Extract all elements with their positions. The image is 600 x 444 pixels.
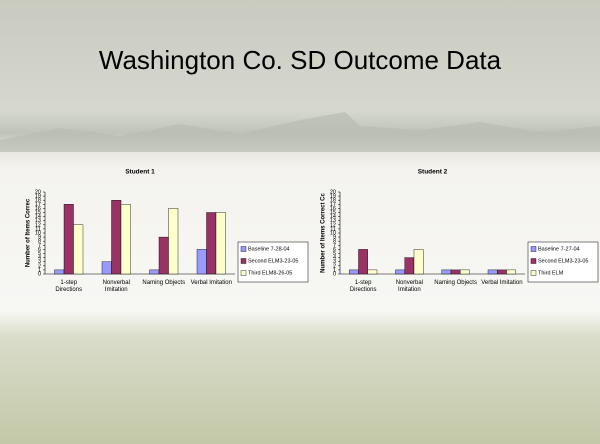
y-tick-label: 0: [38, 271, 41, 277]
y-tick-label: 14: [330, 214, 336, 220]
legend-label: Third ELM: [538, 270, 564, 276]
x-tick-label: Verbal Imitation: [481, 280, 523, 286]
y-tick-label: 9: [333, 235, 336, 241]
chart-title: Student 1: [125, 169, 155, 176]
bar: [460, 269, 470, 275]
y-tick-label: 3: [38, 259, 41, 265]
y-tick-label: 19: [330, 194, 336, 200]
legend-label: Second ELM3-23-05: [248, 258, 298, 264]
legend-box: [237, 241, 309, 283]
bar: [487, 269, 498, 275]
bar: [349, 269, 359, 275]
y-tick-label: 2: [38, 263, 41, 269]
bar: [441, 269, 452, 275]
x-tick-label: 1-step Directions: [55, 280, 83, 293]
y-tick-label: 16: [35, 206, 41, 212]
legend-swatch: [240, 270, 247, 276]
y-tick-label: 9: [38, 235, 41, 241]
y-tick-label: 7: [333, 243, 336, 249]
chart-title: Student 2: [418, 169, 448, 176]
y-tick-label: 1: [38, 267, 41, 273]
y-tick-label: 10: [330, 230, 336, 236]
bar: [111, 199, 122, 275]
y-tick-label: 15: [35, 210, 41, 216]
y-tick-label: 4: [333, 255, 336, 261]
bar: [54, 269, 65, 275]
slide-title: Washington Co. SD Outcome Data: [99, 45, 502, 75]
y-tick-label: 20: [330, 189, 336, 195]
y-tick-label: 12: [35, 222, 41, 228]
y-tick-label: 17: [330, 202, 336, 208]
y-tick-label: 20: [35, 189, 41, 195]
x-tick-label: 1-step Directions: [349, 280, 377, 293]
y-tick-label: 0: [333, 271, 336, 277]
legend-swatch: [530, 270, 537, 276]
x-tick-label: Verbal Imitation: [190, 280, 232, 286]
y-tick-label: 5: [38, 251, 41, 257]
legend-label: Baseline 7-28-04: [248, 246, 290, 252]
y-tick-label: 16: [330, 206, 336, 212]
y-tick-label: 6: [333, 247, 336, 253]
y-tick-label: 8: [333, 239, 336, 245]
bar: [358, 249, 368, 275]
bar: [413, 249, 424, 275]
y-tick-label: 8: [38, 239, 41, 245]
bar: [497, 269, 507, 275]
bar: [506, 269, 516, 275]
y-tick-label: 11: [35, 226, 41, 232]
y-tick-label: 11: [330, 226, 336, 232]
y-tick-label: 6: [38, 247, 41, 253]
legend-swatch: [240, 246, 247, 252]
bar: [404, 257, 415, 275]
bar: [73, 224, 84, 275]
y-tick-label: 14: [35, 214, 41, 220]
bar: [149, 269, 160, 275]
bar: [168, 208, 179, 275]
bar: [395, 269, 405, 275]
legend-swatch: [240, 258, 247, 264]
bar: [158, 236, 169, 275]
y-tick-label: 2: [333, 263, 336, 269]
y-axis-label: Number of Items Correc: [26, 198, 32, 267]
bar: [450, 269, 461, 275]
y-tick-label: 13: [35, 218, 41, 224]
x-tick-label: Naming Objects: [142, 280, 186, 286]
y-tick-label: 19: [35, 194, 41, 200]
y-tick-label: 15: [330, 210, 336, 216]
legend-label: Third ELM8-26-05: [248, 270, 292, 276]
bar: [101, 261, 112, 275]
y-tick-label: 10: [35, 230, 41, 236]
bar: [63, 204, 74, 275]
bar: [196, 249, 207, 275]
legend-swatch: [530, 258, 537, 264]
legend-label: Baseline 7-27-04: [538, 246, 580, 252]
bar: [367, 269, 378, 275]
mountain-band: [0, 112, 600, 152]
legend-box: [527, 241, 599, 283]
y-axis-label: Number of Items Correct Cc: [321, 192, 327, 272]
y-tick-label: 18: [35, 198, 41, 204]
bar: [206, 212, 217, 275]
y-tick-label: 12: [330, 222, 336, 228]
x-tick-label: Nonverbal Imitation: [395, 280, 424, 293]
y-tick-label: 13: [330, 218, 336, 224]
y-tick-label: 18: [330, 198, 336, 204]
y-tick-label: 5: [333, 251, 336, 257]
legend-swatch: [530, 246, 537, 252]
y-tick-label: 3: [333, 259, 336, 265]
x-tick-label: Naming Objects: [434, 280, 477, 286]
bar: [120, 204, 131, 275]
bar: [215, 212, 226, 275]
y-tick-label: 7: [38, 243, 41, 249]
x-tick-label: Nonverbal Imitation: [102, 280, 130, 293]
legend-label: Second ELM3-23-05: [538, 258, 588, 264]
y-tick-label: 4: [38, 255, 41, 261]
y-tick-label: 1: [333, 267, 336, 273]
y-tick-label: 17: [35, 202, 41, 208]
